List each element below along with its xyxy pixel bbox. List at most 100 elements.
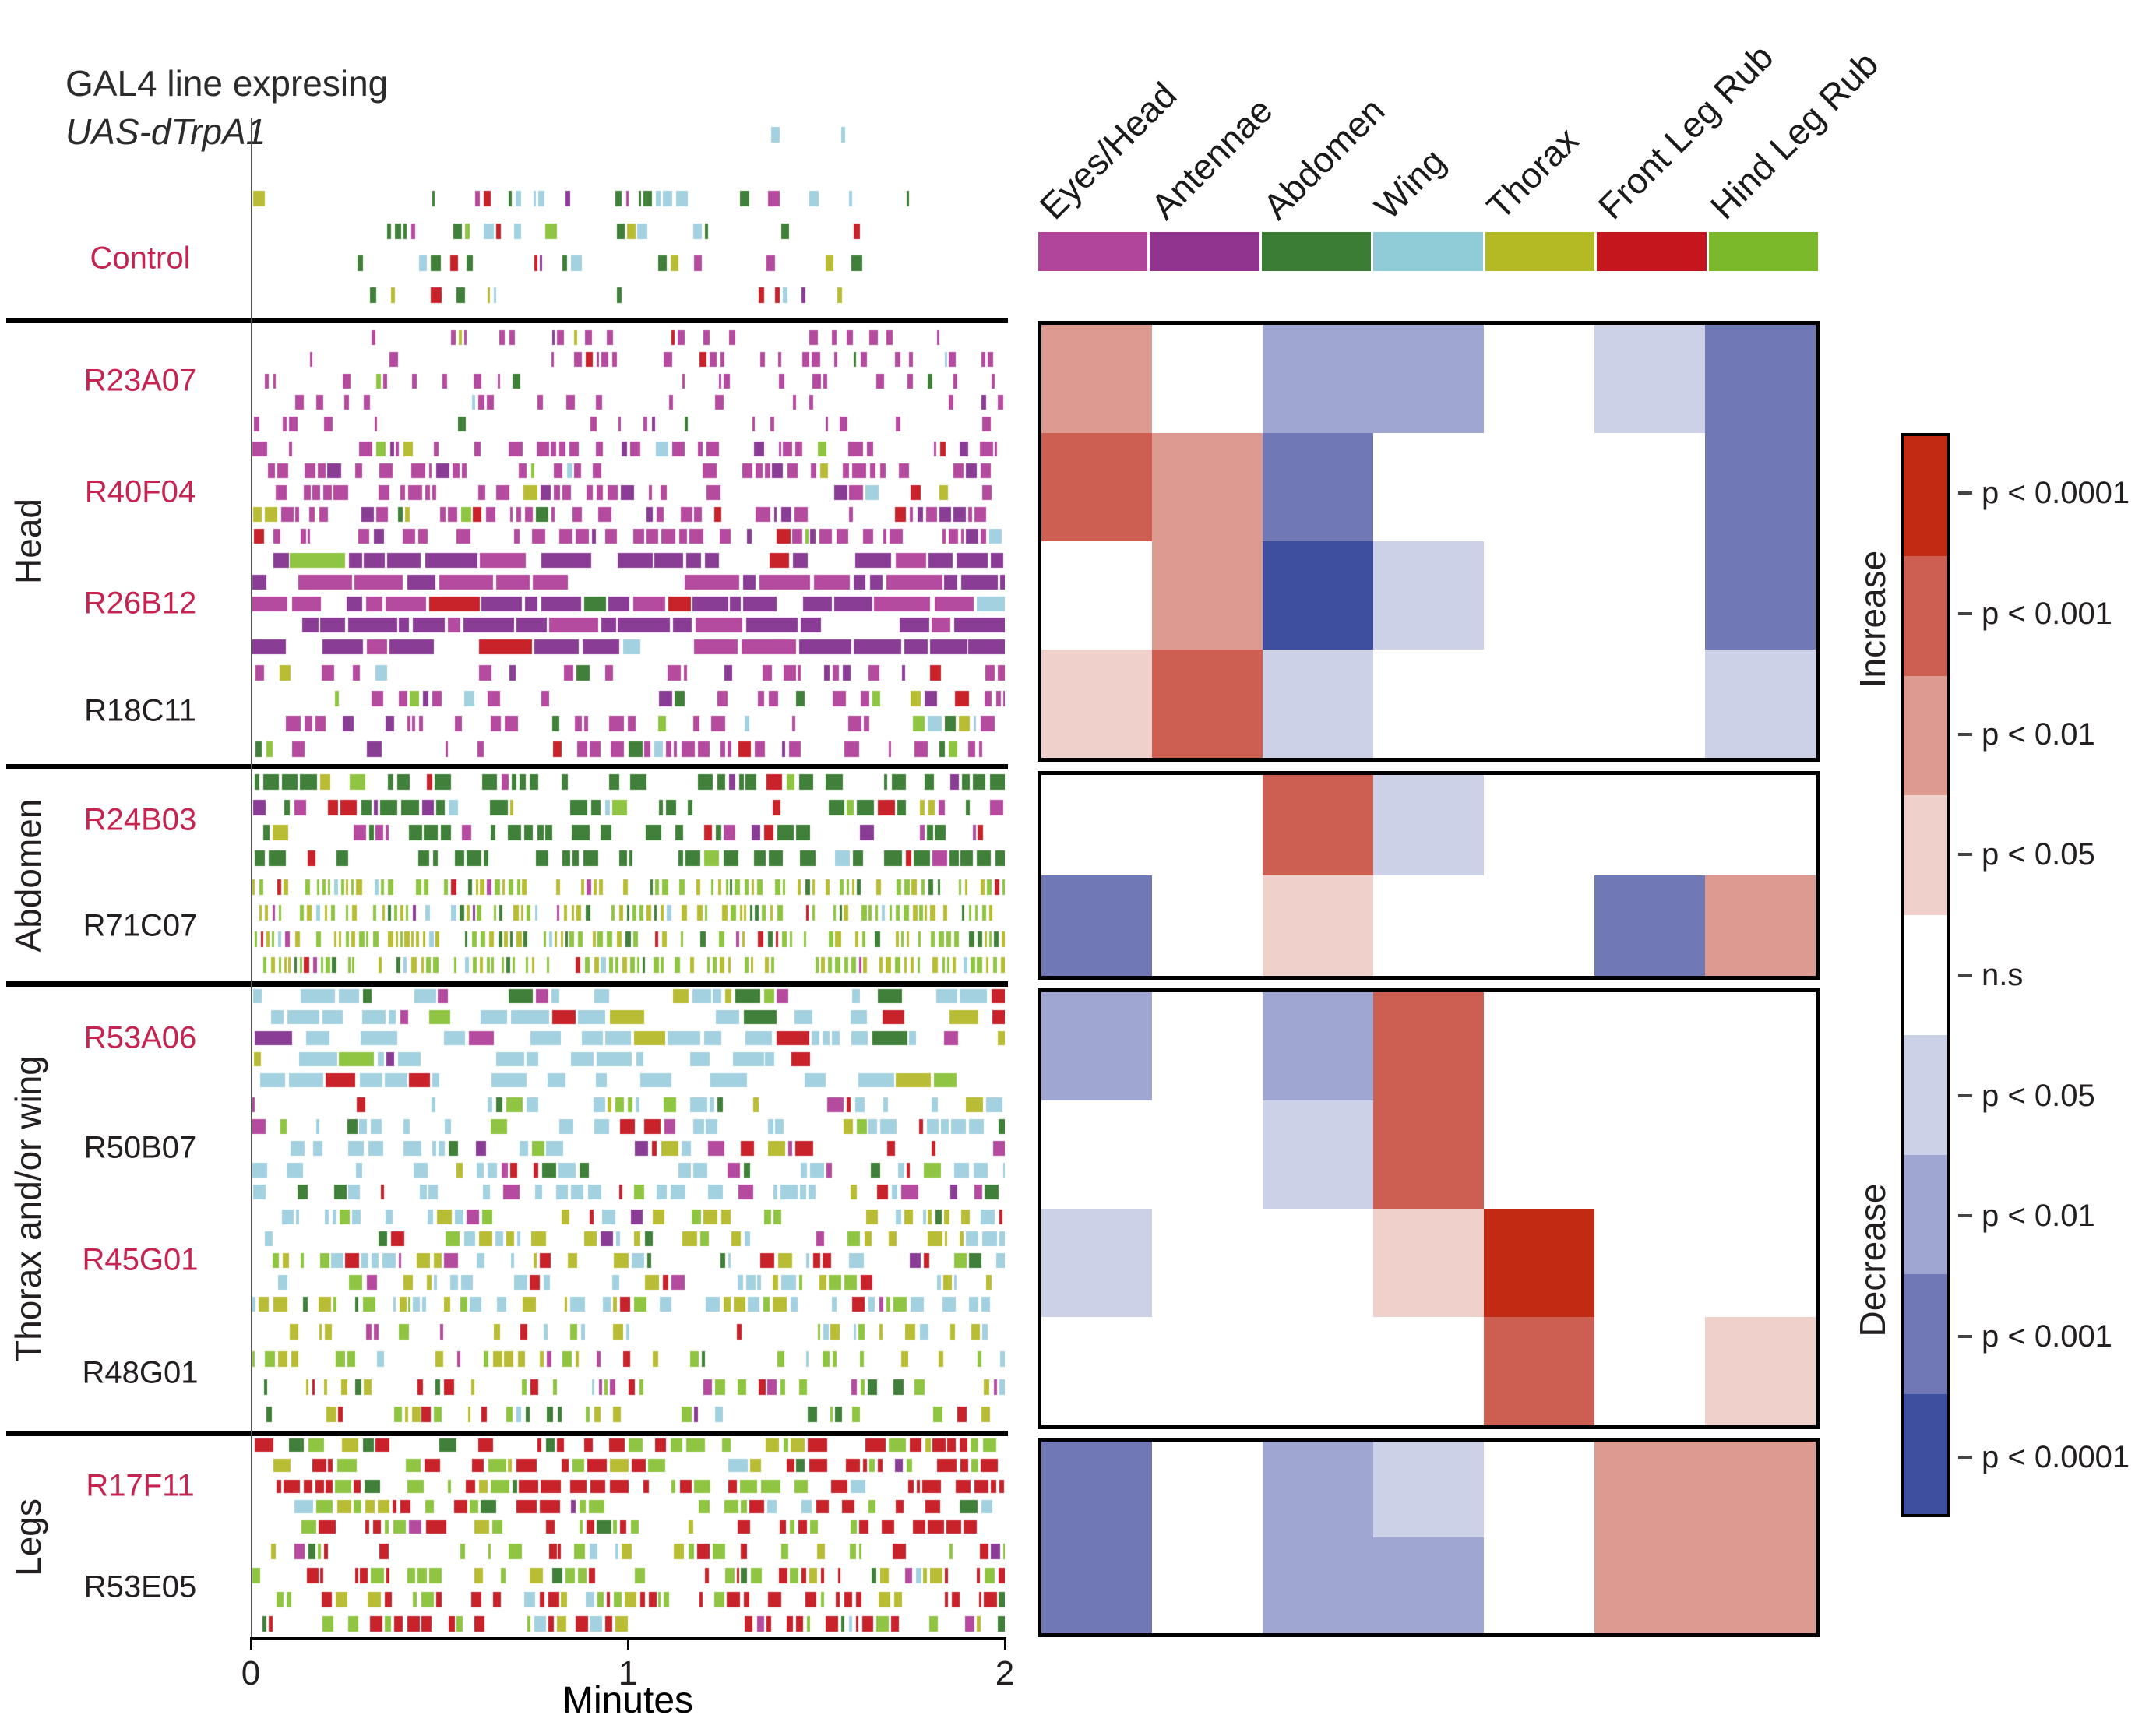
- heatmap-cell-r45g01-wing: [1373, 1209, 1484, 1317]
- heatmap-cell-r53a06-front-leg-rub: [1594, 992, 1705, 1100]
- legend-label-0: p < 0.0001: [1982, 476, 2130, 511]
- x-axis-tick-2: [1004, 1637, 1006, 1650]
- heatmap-cell-r18c11-wing: [1373, 650, 1484, 758]
- heatmap-cell-r40f04-hind-leg-rub: [1705, 433, 1816, 541]
- heatmap-cell-r48g01-wing: [1373, 1317, 1484, 1425]
- raster-band-r48g01: [251, 1318, 1005, 1428]
- group-separator-2: [6, 981, 1008, 987]
- legend-label-4: n.s: [1982, 958, 2024, 992]
- heatmap-cell-r71c07-eyes-head: [1041, 875, 1152, 976]
- behavior-swatch-thorax: [1485, 232, 1595, 271]
- heatmap-cell-r17f11-thorax: [1484, 1442, 1594, 1537]
- raster-band-r17f11: [251, 1435, 1005, 1537]
- group-label-head: Head: [8, 498, 48, 584]
- raster-band-r40f04: [251, 438, 1005, 547]
- heatmap-block-legs: [1038, 1438, 1820, 1637]
- raster-band-r53a06: [251, 986, 1005, 1090]
- heatmap-cell-r53a06-antennae: [1152, 992, 1263, 1100]
- line-label-control: Control: [90, 241, 191, 276]
- heatmap-cell-r23a07-hind-leg-rub: [1705, 325, 1816, 433]
- heatmap-cell-r24b03-eyes-head: [1041, 775, 1152, 875]
- raster-band-r45g01: [251, 1206, 1005, 1315]
- colorbar-segment-7: [1904, 1274, 1947, 1395]
- line-label-r23a07: R23A07: [83, 363, 197, 398]
- raster-band-r26b12: [251, 550, 1005, 657]
- heatmap-cell-r26b12-thorax: [1484, 541, 1594, 650]
- legend-label-2: p < 0.01: [1982, 717, 2095, 752]
- legend-label-3: p < 0.05: [1982, 837, 2095, 872]
- heatmap-cell-r26b12-front-leg-rub: [1594, 541, 1705, 650]
- legend-tick-2: [1958, 732, 1972, 736]
- colorbar-segment-3: [1904, 795, 1947, 916]
- heatmap-block-head: [1038, 321, 1820, 762]
- behavior-swatch-front-leg-rub: [1597, 232, 1707, 271]
- colorbar: [1901, 433, 1950, 1517]
- heatmap-cell-r53e05-abdomen: [1263, 1537, 1373, 1633]
- heatmap-cell-r24b03-antennae: [1152, 775, 1263, 875]
- group-label-abdomen: Abdomen: [8, 798, 48, 953]
- heatmap-cell-r53a06-hind-leg-rub: [1705, 992, 1816, 1100]
- heatmap-cell-r48g01-hind-leg-rub: [1705, 1317, 1816, 1425]
- heatmap-cell-r24b03-abdomen: [1263, 775, 1373, 875]
- x-axis-label: Minutes: [562, 1680, 694, 1721]
- heatmap-cell-r71c07-thorax: [1484, 875, 1594, 976]
- heatmap-cell-r17f11-eyes-head: [1041, 1442, 1152, 1537]
- heatmap-cell-r40f04-eyes-head: [1041, 433, 1152, 541]
- heatmap-cell-r71c07-abdomen: [1263, 875, 1373, 976]
- x-axis-tick-0: [250, 1637, 252, 1650]
- heatmap-cell-r23a07-eyes-head: [1041, 325, 1152, 433]
- heatmap-cell-r53e05-antennae: [1152, 1537, 1263, 1633]
- x-axis-tick-label-1: 1: [618, 1654, 638, 1692]
- heatmap-cell-r40f04-front-leg-rub: [1594, 433, 1705, 541]
- group-separator-1: [6, 764, 1008, 769]
- figure-title: GAL4 line expresing UAS-dTrpA1: [65, 59, 388, 156]
- behavior-swatch-eyes-head: [1038, 232, 1148, 271]
- behavior-swatch-wing: [1373, 232, 1483, 271]
- y-axis-line: [251, 118, 252, 1637]
- increase-label: Increase: [1852, 550, 1893, 688]
- legend-label-6: p < 0.01: [1982, 1199, 2095, 1234]
- x-axis-tick-label-0: 0: [241, 1654, 261, 1692]
- heatmap-cell-r50b07-antennae: [1152, 1100, 1263, 1209]
- group-separator-3: [6, 1431, 1008, 1436]
- colorbar-segment-2: [1904, 675, 1947, 796]
- heatmap-cell-r18c11-antennae: [1152, 650, 1263, 758]
- colorbar-segment-5: [1904, 1034, 1947, 1155]
- heatmap-cell-r23a07-antennae: [1152, 325, 1263, 433]
- heatmap-block-abdomen: [1038, 771, 1820, 980]
- group-label-thorax-and-or-wing: Thorax and/or wing: [8, 1055, 48, 1362]
- legend-tick-6: [1958, 1214, 1972, 1218]
- line-label-r26b12: R26B12: [83, 586, 197, 621]
- heatmap-cell-r26b12-antennae: [1152, 541, 1263, 650]
- heatmap-cell-r18c11-thorax: [1484, 650, 1594, 758]
- heatmap-cell-r18c11-eyes-head: [1041, 650, 1152, 758]
- raster-band-control: [251, 118, 1005, 312]
- x-axis-tick-1: [627, 1637, 629, 1650]
- line-label-r53a06: R53A06: [83, 1020, 197, 1055]
- heatmap-cell-r45g01-thorax: [1484, 1209, 1594, 1317]
- line-label-r17f11: R17F11: [86, 1468, 195, 1503]
- heatmap-cell-r23a07-thorax: [1484, 325, 1594, 433]
- heatmap-cell-r53e05-hind-leg-rub: [1705, 1537, 1816, 1633]
- heatmap-cell-r23a07-front-leg-rub: [1594, 325, 1705, 433]
- heatmap-cell-r53e05-front-leg-rub: [1594, 1537, 1705, 1633]
- line-label-r40f04: R40F04: [84, 474, 196, 509]
- column-header-thorax: Thorax: [1478, 119, 1587, 227]
- heatmap-cell-r53a06-thorax: [1484, 992, 1594, 1100]
- heatmap-cell-r71c07-antennae: [1152, 875, 1263, 976]
- heatmap-cell-r48g01-thorax: [1484, 1317, 1594, 1425]
- group-label-legs: Legs: [8, 1498, 48, 1576]
- heatmap-cell-r50b07-hind-leg-rub: [1705, 1100, 1816, 1209]
- line-label-r45g01: R45G01: [82, 1242, 199, 1277]
- raster-band-r24b03: [251, 769, 1005, 871]
- heatmap-cell-r17f11-hind-leg-rub: [1705, 1442, 1816, 1537]
- decrease-label: Decrease: [1852, 1183, 1893, 1337]
- heatmap-cell-r53e05-thorax: [1484, 1537, 1594, 1633]
- heatmap-cell-r23a07-abdomen: [1263, 325, 1373, 433]
- behavior-swatch-antennae: [1150, 232, 1259, 271]
- legend-label-1: p < 0.001: [1982, 597, 2112, 631]
- heatmap-cell-r24b03-wing: [1373, 775, 1484, 875]
- heatmap-cell-r17f11-wing: [1373, 1442, 1484, 1537]
- figure-title-line2: UAS-dTrpA1: [65, 111, 266, 153]
- heatmap-cell-r71c07-hind-leg-rub: [1705, 875, 1816, 976]
